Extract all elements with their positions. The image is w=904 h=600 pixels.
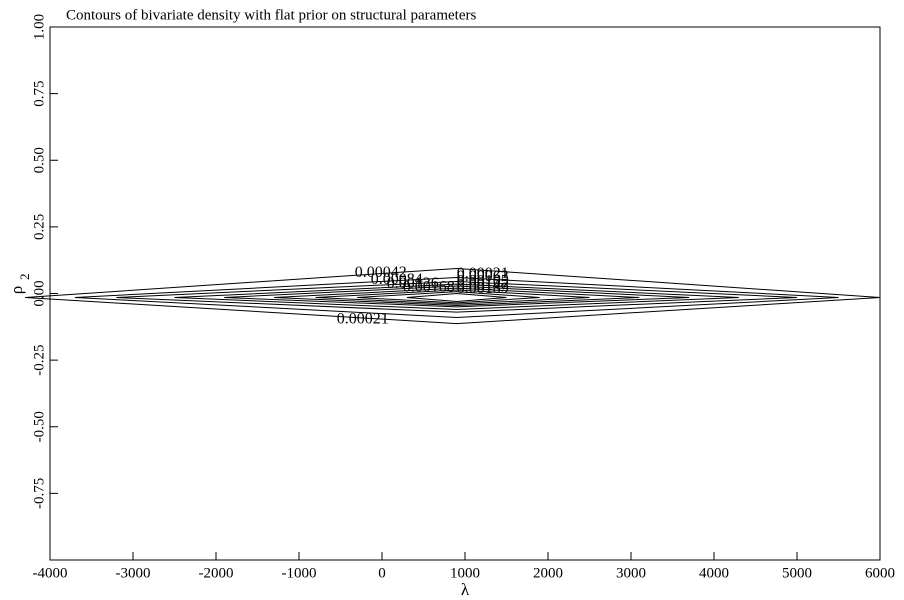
y-axis-label: ρ 2 xyxy=(7,274,32,295)
contour xyxy=(274,287,640,306)
chart-title: Contours of bivariate density with flat … xyxy=(66,7,476,23)
contour-label: 0.00147 xyxy=(457,277,509,294)
contour xyxy=(74,277,839,318)
y-tick-label-group: 1.00 xyxy=(31,14,47,40)
y-tick-label-group: 0.50 xyxy=(31,147,47,173)
y-axis-label-sub: 2 xyxy=(17,274,32,281)
y-tick-label-group: 0.25 xyxy=(31,214,47,240)
contour-label: 0.00021 xyxy=(337,310,389,327)
y-tick-label: 1.00 xyxy=(31,14,47,40)
y-tick-label-group: 0.75 xyxy=(31,81,47,107)
contour-label: 0.00105 xyxy=(457,273,509,290)
x-tick-label: 5000 xyxy=(782,565,812,581)
x-tick-label: -1000 xyxy=(282,565,317,581)
x-tick-label: 6000 xyxy=(865,565,895,581)
contour xyxy=(357,291,540,304)
contour-label: 0.00168 xyxy=(403,278,455,295)
x-tick-label: 4000 xyxy=(699,565,729,581)
contour-label: 0.00189 xyxy=(457,280,509,297)
x-tick-label: 1000 xyxy=(450,565,480,581)
contour-label: 0.00042 xyxy=(355,264,407,281)
y-axis-label-main: ρ xyxy=(7,286,26,294)
y-tick-label-group: -0.50 xyxy=(31,411,47,442)
y-tick-label: 0.00 xyxy=(31,280,47,306)
y-tick-label-group: -0.25 xyxy=(31,345,47,376)
contour xyxy=(224,285,690,308)
y-tick-label: 0.75 xyxy=(31,81,47,107)
x-tick-label: 0 xyxy=(378,565,386,581)
y-tick-label: -0.50 xyxy=(31,411,47,442)
x-tick-label: 2000 xyxy=(533,565,563,581)
contour xyxy=(174,283,739,310)
x-tick-label: 3000 xyxy=(616,565,646,581)
contour-label: 0.00021 xyxy=(457,265,509,282)
y-tick-label: 0.50 xyxy=(31,147,47,173)
y-tick-label: -0.25 xyxy=(31,345,47,376)
x-tick-label: -4000 xyxy=(33,565,68,581)
y-tick-label-group: 0.00 xyxy=(31,280,47,306)
y-tick-label: -0.75 xyxy=(31,478,47,509)
contour-label: 0.00126 xyxy=(387,275,439,292)
y-tick-label: 0.25 xyxy=(31,214,47,240)
contour-label: 0.00063 xyxy=(457,268,509,285)
contour xyxy=(25,267,881,325)
contour xyxy=(315,289,590,305)
contour-label: 0.00084 xyxy=(371,271,423,288)
y-tick-label-group: -0.75 xyxy=(31,478,47,509)
x-axis-label: λ xyxy=(461,580,470,599)
x-tick-label: -2000 xyxy=(199,565,234,581)
contour xyxy=(406,292,507,302)
x-tick-label: -3000 xyxy=(116,565,151,581)
contour xyxy=(116,281,798,313)
